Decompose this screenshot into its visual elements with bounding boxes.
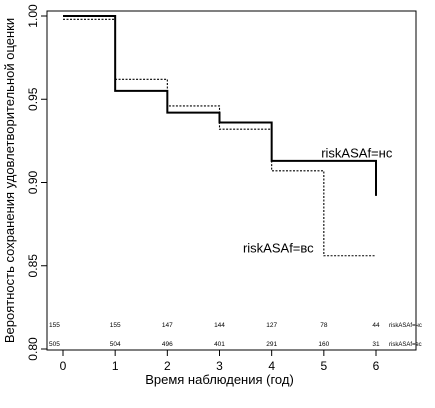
y-tick-label: 0.90 (26, 170, 40, 194)
risk-count: 291 (266, 341, 277, 348)
risk-count: 160 (318, 341, 329, 348)
x-tick-label: 4 (268, 359, 275, 373)
risk-count: 44 (372, 322, 380, 329)
x-tick-label: 2 (164, 359, 171, 373)
series-annotation: riskASAf=вс (243, 240, 314, 255)
series-line-0 (63, 15, 377, 196)
series-annotation: riskASAf=нс (321, 146, 393, 161)
plot-frame (46, 10, 417, 351)
y-tick-label: 1.00 (26, 4, 40, 28)
annotations: riskASAf=нс riskASAf=вс (243, 146, 393, 256)
axes: 0 1 2 3 4 5 6 0.80 0.85 0.90 0.95 1.00 (26, 4, 417, 373)
x-axis-title: Время наблюдения (год) (145, 372, 294, 387)
risk-count: 127 (266, 322, 277, 329)
x-tick-label: 0 (60, 359, 67, 373)
risk-count: 78 (320, 322, 328, 329)
risk-count: 147 (162, 322, 173, 329)
series-layer (63, 15, 377, 257)
x-tick-label: 6 (373, 359, 380, 373)
risk-count: 504 (110, 341, 121, 348)
risk-row-name: riskASAf=нс (389, 323, 422, 329)
y-tick-label: 0.80 (26, 337, 40, 361)
y-tick-label: 0.85 (26, 254, 40, 278)
risk-count: 505 (49, 341, 60, 348)
risk-row-name: riskASAf=вс (389, 342, 422, 348)
risk-count: 401 (214, 341, 225, 348)
risk-count: 155 (110, 322, 121, 329)
y-axis-title: Вероятность сохранения удовлетворительно… (2, 18, 17, 343)
risk-count: 496 (162, 341, 173, 348)
risk-count: 144 (214, 322, 225, 329)
risk-count: 31 (372, 341, 380, 348)
y-tick-label: 0.95 (26, 87, 40, 111)
risk-count: 155 (49, 322, 60, 329)
x-tick-label: 1 (112, 359, 119, 373)
x-tick-label: 5 (320, 359, 327, 373)
series-line-1 (63, 18, 376, 257)
risk-table: 155 155 147 144 127 78 44 riskASAf=нс 505 504 496 4… (49, 322, 422, 348)
x-tick-label: 3 (216, 359, 223, 373)
